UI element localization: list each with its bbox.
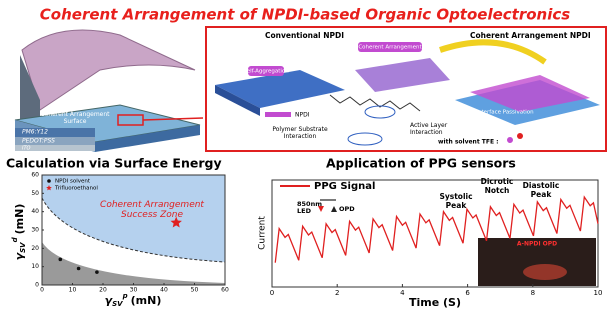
x-tick-label: 20 [99,287,107,294]
axis-sub: SV [19,242,27,253]
legend-label: PPG Signal [314,181,375,192]
axis-label: γSVp(mN) [105,292,162,308]
scheme: Conventional NPDI Coherent Arrangement N… [206,27,606,151]
inset-photo [523,264,567,280]
point [77,267,81,271]
y-tick-label: 60 [31,172,39,179]
label-line: Active Layer [410,122,448,129]
annotation-line: Dicrotic [481,177,514,186]
x-tick-label: 2 [335,289,339,297]
label: Coherent Arrangement [358,45,422,51]
x-tick-label: 0 [270,289,274,297]
layer-label: ITO [22,146,31,152]
figure: Coherent Arrangement of NPDI-based Organ… [0,0,611,310]
legend-label: NPDI solvent [55,179,91,185]
x-tick-label: 60 [221,287,229,294]
x-tick-label: 30 [130,287,138,294]
sensor-label: OPD [339,205,355,213]
x-tick-label: 6 [465,289,470,297]
label-line: Interaction [410,129,443,136]
annotation-line: Diastolic [523,181,560,190]
legend-label: NPDI [295,112,310,119]
layer-label: PM6:Y12 [22,129,48,136]
y-tick-label: 50 [31,190,39,197]
sensor-line: LED [297,207,312,215]
label: Interface Passivation [476,110,534,116]
page: Coherent Arrangement of NPDI-based Organ… [0,0,611,310]
annotation-line: Peak [446,201,468,210]
inset-label: A-NPDI OPD [517,241,557,248]
x-tick-label: 50 [191,287,199,294]
axis-sub: SV [112,300,123,308]
legend-label: Trifluoroethanol [54,186,98,192]
axis-unit: (mN) [131,294,162,307]
label-line: Polymer Substrate [272,126,328,133]
label: with solvent TFE : [438,139,499,146]
x-tick-label: 40 [160,287,168,294]
annotation-line: Peak [531,190,553,199]
y-tick-label: 30 [31,227,39,234]
point [95,270,99,274]
y-axis-label: Current [258,216,268,250]
label-line: Interaction [284,133,317,140]
scheme-title: Conventional NPDI [265,31,344,40]
annotation-line: Notch [485,186,510,195]
surface-line: Surface [64,118,87,125]
legend-marker [47,179,51,183]
axis-sup: p [122,292,128,300]
annotation-line: Success Zone [121,210,183,220]
point [59,258,63,262]
scheme-title: Coherent Arrangement NPDI [470,31,591,40]
x-tick-label: 0 [40,287,44,294]
y-tick-label: 0 [35,282,39,289]
y-tick-label: 20 [31,245,39,252]
x-tick-label: 10 [69,287,77,294]
layer-label: PEDOT:PSS [22,138,55,145]
axis-label: γSVd(mN) [11,204,27,261]
axis-sup: d [11,236,19,242]
annotation-line: Systolic [439,192,472,201]
chart-title: Application of PPG sensors [326,156,516,171]
x-tick-label: 10 [594,289,603,297]
axis-unit: (mN) [13,204,26,235]
sensor [331,206,337,212]
x-tick-label: 8 [531,289,535,297]
x-tick-label: 4 [400,289,405,297]
y-tick-label: 40 [31,208,39,215]
surface-line: Coherent Arrangement [40,111,110,118]
label: Self-Aggregation [243,69,289,75]
title: Coherent Arrangement of NPDI-based Organ… [40,6,570,24]
chart-title: Calculation via Surface Energy [6,156,222,171]
annotation-line: Coherent Arrangement [100,200,204,210]
x-axis-label: Time (S) [409,296,461,309]
y-tick-label: 10 [31,263,39,270]
